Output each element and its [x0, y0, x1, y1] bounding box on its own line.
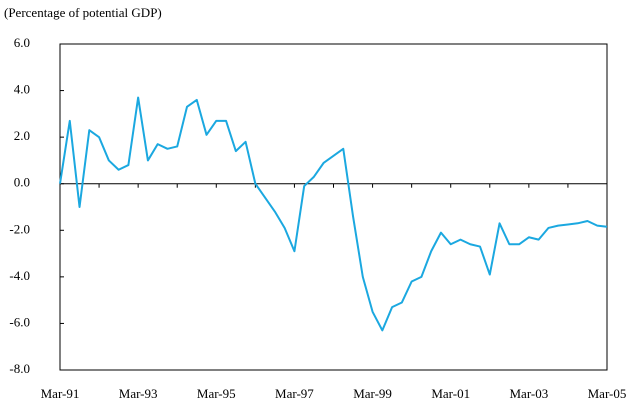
chart-subtitle: (Percentage of potential GDP) — [4, 5, 162, 20]
y-tick-label: -2.0 — [9, 221, 30, 236]
x-tick-label: Mar-95 — [197, 386, 236, 401]
y-tick-label: 2.0 — [14, 128, 30, 143]
x-tick-label: Mar-91 — [41, 386, 80, 401]
x-tick-label: Mar-97 — [275, 386, 314, 401]
plot-frame — [59, 43, 608, 371]
y-tick-label: -6.0 — [9, 314, 30, 329]
x-tick-label: Mar-93 — [119, 386, 158, 401]
y-tick-label: 4.0 — [14, 82, 30, 97]
x-tick-label: Mar-01 — [431, 386, 470, 401]
y-tick-label: -8.0 — [9, 361, 30, 376]
y-tick-label: 0.0 — [14, 175, 30, 190]
x-tick-label: Mar-05 — [588, 386, 627, 401]
y-tick-label: -4.0 — [9, 268, 30, 283]
y-tick-label: 6.0 — [14, 35, 30, 50]
line-series — [59, 96, 608, 332]
x-tick-label: Mar-03 — [509, 386, 548, 401]
x-tick-label: Mar-99 — [353, 386, 392, 401]
